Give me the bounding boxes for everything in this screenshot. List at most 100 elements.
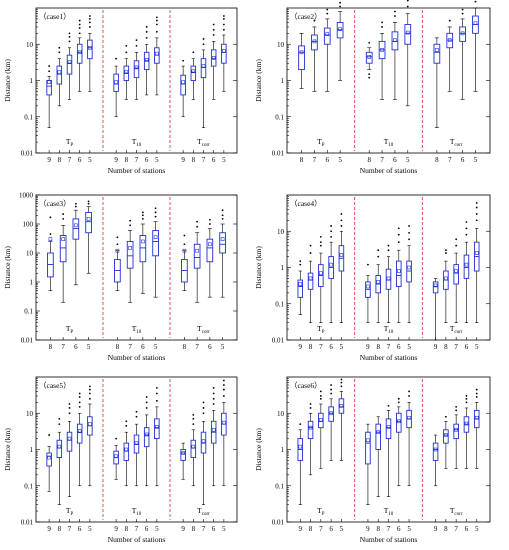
x-tick-label: 5: [340, 525, 344, 533]
iqr-box: [56, 439, 63, 458]
iqr-box: [113, 73, 119, 92]
outlier-point: [154, 211, 157, 214]
outlier-point: [78, 27, 81, 29]
box-plot: 8: [298, 33, 305, 164]
x-tick-label: 9: [47, 525, 51, 533]
iqr-box: [432, 281, 439, 294]
x-tick-label: 9: [47, 156, 51, 164]
y-tick-label: 100: [23, 221, 34, 229]
outlier-point: [340, 219, 343, 222]
y-tick-label: 10: [277, 228, 285, 236]
box-plot: 7: [133, 410, 140, 533]
box-plot: 8: [123, 420, 130, 533]
outlier-point: [309, 407, 312, 409]
outlier-point: [68, 35, 71, 38]
mean-marker: [74, 223, 78, 228]
mean-marker: [201, 439, 206, 443]
box-plot: 7: [200, 401, 207, 533]
x-tick-label: 6: [461, 156, 465, 164]
group-label: T10: [384, 324, 394, 335]
x-tick-label: 7: [128, 343, 132, 351]
group-label-sub: P: [70, 143, 73, 148]
outlier-point: [196, 220, 199, 223]
box-plot: 6: [143, 396, 150, 533]
x-tick-label: 6: [78, 156, 82, 164]
mean-marker: [67, 436, 72, 441]
case-label: （case3）: [39, 199, 71, 208]
mean-marker: [396, 269, 401, 273]
group-label: T10: [384, 137, 394, 148]
outlier-point: [62, 213, 65, 215]
y-axis-title: Distance (km): [254, 59, 263, 102]
outlier-point: [368, 41, 371, 44]
box-plot: 6: [459, 8, 466, 164]
mean-marker: [155, 51, 159, 56]
outlier-point: [88, 15, 91, 17]
mean-marker: [86, 217, 91, 221]
outlier-point: [455, 238, 458, 241]
box-plot: 9: [432, 434, 439, 533]
mean-marker: [298, 444, 303, 449]
x-tick-label: 8: [444, 525, 448, 533]
outlier-point: [88, 21, 91, 24]
outlier-point: [309, 252, 312, 254]
x-tick-label: 7: [202, 525, 206, 533]
iqr-box: [133, 60, 140, 79]
y-tick-label: 0.1: [275, 482, 284, 490]
outlier-point: [455, 244, 458, 247]
x-tick-label: 9: [299, 343, 303, 351]
x-tick-label: 5: [338, 156, 342, 164]
outlier-point: [326, 12, 329, 15]
group-2: Tcorr 9 8 7 6 5: [421, 379, 480, 533]
outlier-point: [368, 76, 371, 79]
outlier-point: [48, 434, 51, 436]
outlier-point: [78, 23, 81, 26]
mean-marker: [474, 415, 479, 420]
mean-marker: [153, 235, 158, 240]
outlier-point: [135, 45, 138, 47]
group-label-sub: P: [70, 330, 73, 335]
group-label-main: T: [384, 506, 389, 515]
iqr-box: [338, 398, 345, 414]
group-0: TP 8 7 6 5: [298, 1, 344, 164]
x-tick-label: 5: [154, 343, 158, 351]
mean-marker: [444, 433, 448, 437]
y-tick-label: 10: [26, 250, 34, 258]
iqr-box: [463, 254, 470, 279]
iqr-box: [85, 212, 92, 234]
outlier-point: [87, 202, 90, 205]
outlier-point: [387, 249, 390, 252]
mean-marker: [57, 70, 62, 74]
y-tick-label: 0.01: [21, 337, 34, 345]
iqr-box: [66, 431, 73, 452]
iqr-box: [154, 418, 160, 440]
box-plot: 8: [56, 46, 63, 164]
outlier-point: [222, 23, 225, 26]
y-tick-label: 1: [30, 446, 34, 454]
outlier-point: [309, 244, 312, 247]
mean-marker: [433, 447, 438, 452]
outlier-point: [474, 0, 477, 3]
outlier-point: [340, 213, 343, 215]
box-plot: 8: [190, 414, 197, 533]
chart-panel-case3: 0.01 0.1 1 10 100 1000 Distance (km) Number of …: [3, 192, 238, 362]
box-plot: 5: [406, 390, 412, 533]
outlier-point: [222, 379, 225, 382]
mean-marker: [211, 427, 216, 432]
group-2: Tcorr 8 7 6 5: [169, 197, 226, 351]
box-plot: 9: [432, 278, 439, 351]
mean-marker: [396, 419, 401, 424]
group-label-main: T: [66, 324, 71, 333]
iqr-box: [219, 232, 226, 254]
x-tick-label: 6: [141, 343, 145, 351]
outlier-point: [154, 207, 157, 210]
outlier-point: [182, 59, 185, 62]
y-tick-label: 10: [26, 41, 34, 49]
mean-marker: [444, 276, 448, 281]
x-tick-label: 7: [202, 156, 206, 164]
iqr-box: [297, 279, 304, 298]
outlier-point: [330, 235, 333, 238]
x-tick-label: 6: [145, 156, 149, 164]
outlier-point: [135, 415, 138, 418]
x-axis-title: Number of stations: [108, 166, 166, 175]
